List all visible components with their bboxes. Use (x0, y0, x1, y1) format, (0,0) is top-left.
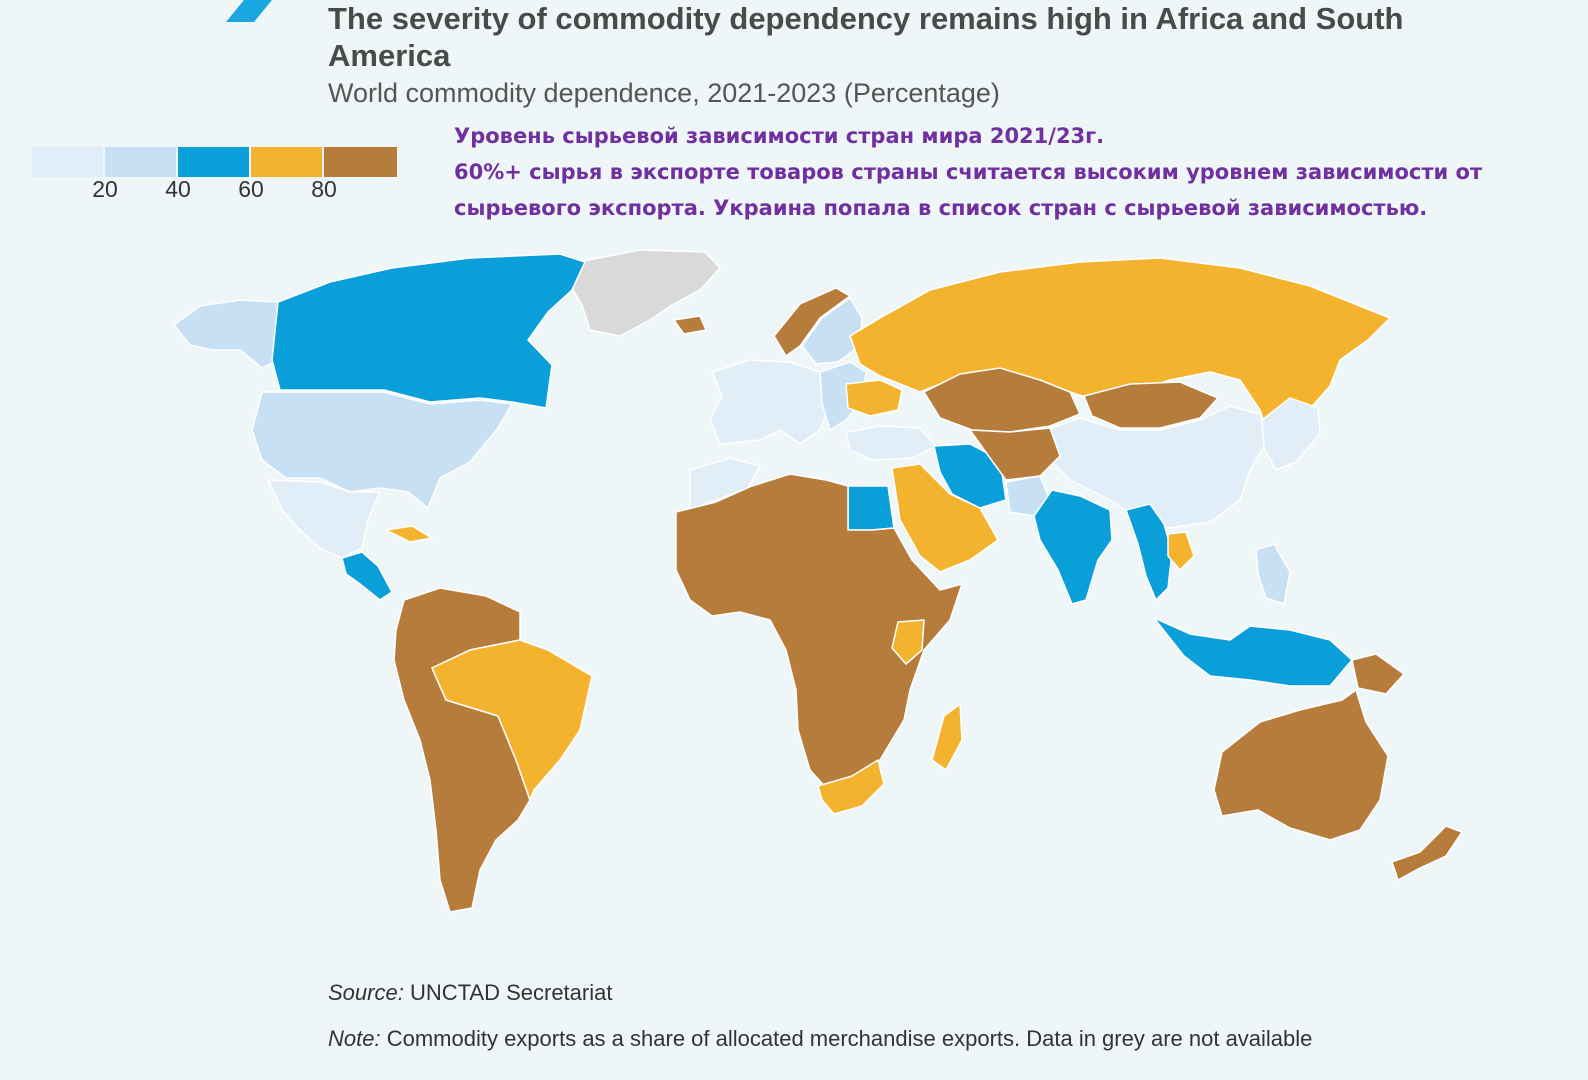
legend-bin-40-60 (178, 147, 251, 177)
region-kenya (891, 619, 925, 665)
chart-title: The severity of commodity dependency rem… (328, 1, 1404, 73)
legend-tick-80: 80 (311, 176, 337, 202)
region-south-africa (817, 759, 885, 815)
region-laos (1167, 531, 1195, 571)
region-iran (933, 443, 1007, 509)
region-arabia (891, 463, 999, 573)
source-line: Source: UNCTAD Secretariat (328, 980, 612, 1006)
region-mexico (267, 479, 381, 559)
region-japan-korea (1261, 397, 1321, 471)
annotation-overlay: Уровень сырьевой зависимости стран мира … (454, 118, 1574, 226)
region-ukraine (845, 379, 903, 417)
legend-bin-60-80 (251, 147, 324, 177)
region-united-states (251, 391, 513, 509)
annotation-line-1: Уровень сырьевой зависимости стран мира … (454, 124, 1105, 148)
region-australia (1213, 689, 1389, 841)
region-china (1039, 405, 1269, 529)
region-greenland (569, 249, 721, 337)
region-iceland (673, 315, 707, 335)
region-cuba (385, 525, 433, 543)
region-kazakhstan (923, 367, 1081, 433)
region-canada (271, 253, 586, 409)
region-central-america (341, 551, 393, 601)
source-label: Source: (328, 980, 404, 1005)
region-india (1033, 489, 1113, 605)
color-legend: 20 40 60 80 (32, 147, 397, 207)
region-norway (773, 287, 851, 357)
region-brazil (431, 639, 593, 801)
region-egypt (847, 485, 895, 531)
legend-bin-20-40 (105, 147, 178, 177)
legend-tick-40: 40 (165, 176, 191, 202)
region-indonesia (1153, 617, 1353, 687)
region-papua-new-guinea (1351, 653, 1405, 695)
accent-mark (226, 0, 272, 22)
legend-tick-60: 60 (238, 176, 264, 202)
region-philippines (1255, 543, 1291, 605)
note-label: Note: (328, 1026, 381, 1051)
annotation-line-2: 60%+ сырья в экспорте товаров страны счи… (454, 160, 1483, 184)
region-south-america-west (393, 587, 531, 913)
region-new-zealand (1391, 825, 1463, 881)
region-mainland-southeast-asia (1125, 503, 1173, 601)
source-text: UNCTAD Secretariat (403, 980, 613, 1005)
region-africa (675, 473, 963, 791)
chart-subtitle: World commodity dependence, 2021-2023 (P… (328, 78, 1000, 108)
region-mongolia (1083, 381, 1219, 429)
world-map (173, 249, 1463, 913)
legend-bin-0-20 (32, 147, 105, 177)
note-line: Note: Commodity exports as a share of al… (328, 1026, 1312, 1052)
annotation-line-3: сырьевого экспорта. Украина попала в спи… (454, 196, 1428, 220)
legend-tick-20: 20 (92, 176, 118, 202)
region-central-asia-afghanistan (969, 427, 1061, 481)
region-turkey (845, 425, 937, 461)
legend-bin-80-100 (324, 147, 397, 177)
accent-mark-shape (226, 0, 272, 22)
region-alaska (173, 299, 281, 369)
note-text: Commodity exports as a share of allocate… (380, 1026, 1313, 1051)
region-western-europe (709, 359, 833, 445)
region-madagascar (931, 703, 963, 771)
